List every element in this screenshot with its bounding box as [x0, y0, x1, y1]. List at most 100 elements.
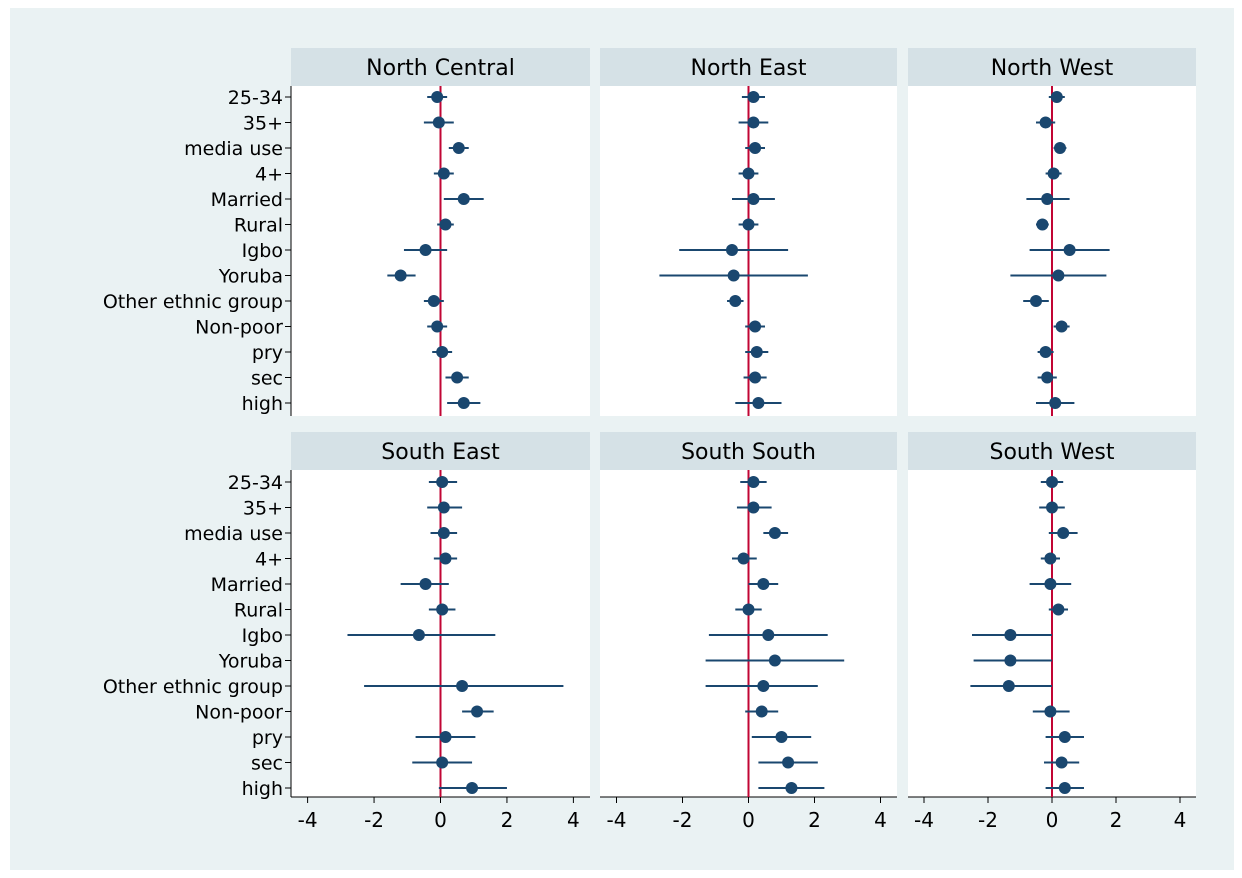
point-estimate	[437, 167, 450, 180]
point-estimate	[439, 552, 452, 565]
point-estimate	[1055, 320, 1068, 333]
x-tick-label: 4	[1174, 808, 1187, 832]
point-estimate	[432, 116, 445, 129]
point-estimate	[436, 603, 449, 616]
panel-title: North East	[691, 56, 807, 81]
y-tick-label: 25-34	[228, 87, 283, 109]
point-estimate	[471, 705, 484, 718]
y-tick-label: pry	[252, 342, 283, 364]
y-tick-label: Rural	[234, 215, 283, 237]
point-estimate	[1044, 705, 1057, 718]
point-estimate	[1030, 295, 1042, 307]
y-tick-label: media use	[184, 138, 283, 160]
point-estimate	[1052, 603, 1065, 616]
point-estimate	[437, 501, 450, 514]
point-estimate	[768, 654, 781, 667]
panel-south-west: South West -4 -2 0 2 4	[908, 432, 1196, 832]
panel-header	[908, 432, 1196, 470]
point-estimate	[1041, 193, 1054, 205]
point-estimate	[1054, 142, 1066, 154]
y-tick-label: Other ethnic group	[103, 291, 283, 313]
y-tick-label: 35+	[243, 113, 283, 135]
point-estimate	[742, 218, 755, 231]
point-estimate	[419, 578, 432, 590]
point-estimate	[436, 346, 449, 358]
point-estimate	[1041, 371, 1054, 384]
point-estimate	[785, 782, 798, 794]
point-estimate	[726, 244, 738, 256]
point-estimate	[752, 397, 765, 409]
panel-south-south: South South -4 -2 0 2 4	[600, 432, 897, 832]
x-tick-label: -4	[298, 808, 318, 832]
point-estimate	[729, 295, 742, 307]
point-estimate	[782, 756, 795, 769]
point-estimate	[747, 476, 760, 488]
panel-header	[908, 48, 1196, 86]
y-tick-label: sec	[251, 368, 283, 390]
point-estimate	[755, 705, 768, 718]
point-estimate	[1058, 731, 1071, 743]
point-estimate	[1063, 244, 1076, 256]
panel-north-west: North West	[908, 48, 1196, 416]
x-tick-label: 2	[501, 808, 514, 832]
point-estimate	[749, 142, 762, 154]
point-estimate	[394, 269, 407, 282]
y-tick-label: high	[242, 393, 283, 415]
panel-title: North Central	[366, 56, 515, 81]
x-tick-label: -4	[607, 808, 627, 832]
point-estimate	[439, 218, 452, 231]
point-estimate	[757, 578, 770, 590]
point-estimate	[1002, 680, 1015, 692]
point-estimate	[749, 371, 762, 384]
point-estimate	[737, 552, 750, 565]
x-tick-label: 0	[742, 808, 755, 832]
point-estimate	[1046, 476, 1058, 488]
y-tick-label: 4+	[255, 549, 283, 571]
y-tick-label: media use	[184, 523, 283, 545]
point-estimate	[1039, 116, 1052, 129]
point-estimate	[727, 269, 740, 282]
x-tick-label: 2	[1110, 808, 1123, 832]
point-estimate	[1044, 552, 1057, 565]
point-estimate	[1047, 167, 1060, 180]
point-estimate	[457, 193, 470, 205]
point-estimate	[1046, 501, 1058, 514]
point-estimate	[1004, 654, 1017, 667]
x-tick-label: -2	[673, 808, 693, 832]
panel-header	[600, 48, 897, 86]
point-estimate	[1050, 91, 1063, 103]
y-tick-label: Other ethnic group	[103, 676, 283, 698]
point-estimate	[757, 680, 770, 692]
y-tick-label: Married	[211, 574, 283, 596]
y-tick-label: Non-poor	[195, 317, 283, 339]
panels-layer: North Central 25-34 35+ media use 4+ Married R…	[103, 48, 1196, 832]
panel-south-east: South East 25-34 35+ media use 4+ Married Rura…	[103, 432, 590, 832]
y-tick-label: Igbo	[242, 240, 283, 262]
point-estimate	[1052, 269, 1065, 282]
point-estimate	[762, 629, 775, 641]
point-estimate	[742, 603, 755, 616]
y-tick-label: sec	[251, 753, 283, 775]
point-estimate	[452, 142, 465, 154]
y-tick-label: high	[242, 778, 283, 800]
panel-header	[291, 432, 590, 470]
x-tick-label: 2	[808, 808, 821, 832]
y-tick-label: Yoruba	[218, 266, 283, 288]
y-tick-label: Yoruba	[218, 651, 283, 673]
point-estimate	[1004, 629, 1017, 641]
point-estimate	[1049, 397, 1062, 409]
point-estimate	[466, 782, 479, 794]
x-tick-label: 0	[1046, 808, 1059, 832]
point-estimate	[427, 295, 440, 307]
point-estimate	[747, 193, 760, 205]
x-tick-label: -4	[914, 808, 934, 832]
point-estimate	[747, 91, 760, 103]
y-tick-label: Igbo	[242, 625, 283, 647]
panel-title: South West	[989, 440, 1114, 465]
x-tick-label: 4	[874, 808, 887, 832]
point-estimate	[431, 320, 444, 333]
point-estimate	[436, 476, 449, 488]
point-estimate	[750, 346, 763, 358]
point-estimate	[451, 371, 464, 384]
